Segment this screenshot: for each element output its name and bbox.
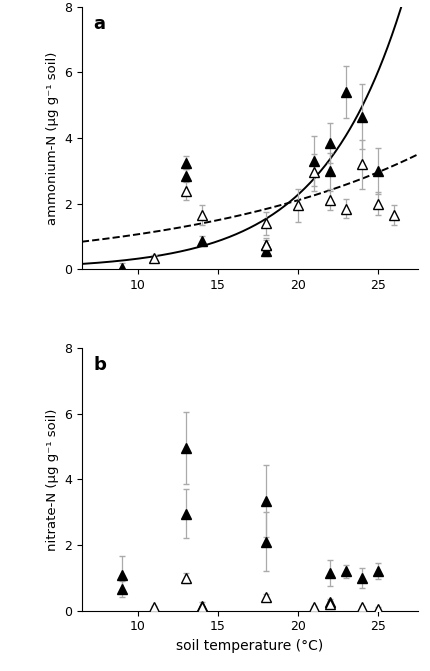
Y-axis label: nitrate-N (μg g⁻¹ soil): nitrate-N (μg g⁻¹ soil) (46, 408, 58, 550)
Y-axis label: ammonium-N (μg g⁻¹ soil): ammonium-N (μg g⁻¹ soil) (46, 51, 58, 225)
Text: a: a (93, 15, 105, 33)
Text: b: b (93, 356, 106, 374)
X-axis label: soil temperature (°C): soil temperature (°C) (176, 639, 323, 653)
